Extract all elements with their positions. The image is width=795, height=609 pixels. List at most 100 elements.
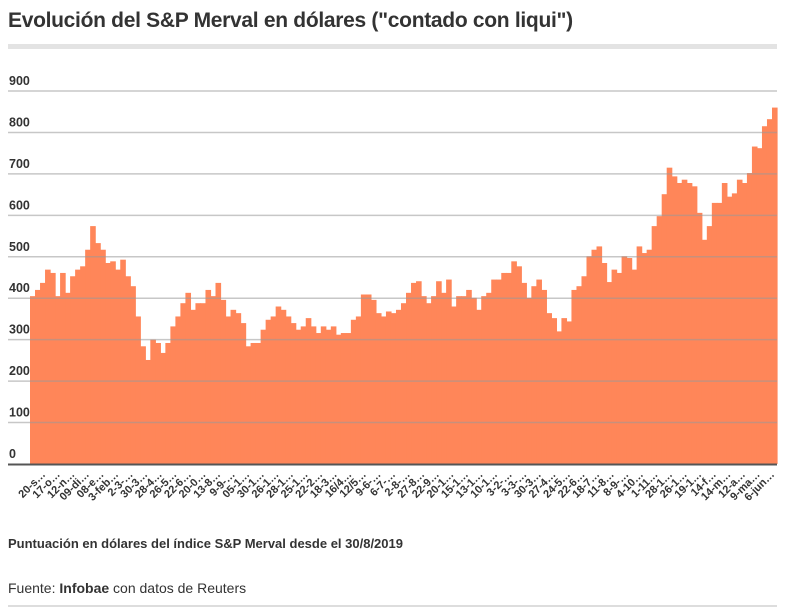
bar xyxy=(265,319,272,464)
source-prefix: Fuente: xyxy=(8,580,60,596)
bar xyxy=(205,289,212,464)
bar xyxy=(370,299,377,464)
bar xyxy=(310,326,317,464)
bar xyxy=(355,316,362,464)
bar xyxy=(275,306,282,464)
bar xyxy=(736,179,743,464)
bar xyxy=(411,282,417,464)
bar xyxy=(441,292,447,464)
bar xyxy=(591,249,598,464)
bar xyxy=(260,329,267,464)
bar xyxy=(210,296,217,464)
bar xyxy=(390,313,397,464)
bar xyxy=(536,279,542,464)
bar xyxy=(436,281,442,464)
bar xyxy=(556,331,563,464)
bar xyxy=(541,289,547,464)
bar xyxy=(165,342,171,464)
bar xyxy=(385,311,392,464)
bar xyxy=(50,272,56,464)
bar xyxy=(155,342,161,464)
bar xyxy=(496,279,502,464)
bar xyxy=(300,326,307,464)
bar xyxy=(170,326,176,464)
chart-title: Evolución del S&P Merval en dólares ("co… xyxy=(8,9,573,32)
bar xyxy=(200,303,207,464)
bar xyxy=(140,346,146,464)
bar xyxy=(35,289,41,464)
bar xyxy=(55,296,61,464)
bar xyxy=(726,196,733,464)
bar xyxy=(360,294,367,464)
bar xyxy=(400,303,407,464)
bar xyxy=(100,249,106,464)
bar xyxy=(481,296,487,464)
bar xyxy=(145,359,151,464)
bar xyxy=(746,173,753,464)
bar xyxy=(230,309,237,464)
bar xyxy=(285,316,292,464)
bar xyxy=(90,226,96,464)
bar xyxy=(771,107,778,464)
bar xyxy=(506,272,512,464)
bar xyxy=(255,342,262,464)
source-suffix: con datos de Reuters xyxy=(109,580,247,596)
bar xyxy=(330,326,337,464)
y-tick-label: 400 xyxy=(9,281,30,295)
chart-caption: Puntuación en dólares del índice S&P Mer… xyxy=(8,536,403,551)
bar xyxy=(626,258,633,464)
bar xyxy=(606,282,613,464)
bar xyxy=(225,316,232,464)
bar xyxy=(666,167,673,465)
bar xyxy=(195,303,202,464)
bar xyxy=(150,339,156,464)
y-tick-label: 900 xyxy=(9,74,30,88)
bar xyxy=(546,313,552,464)
bar xyxy=(120,259,126,464)
bar xyxy=(446,279,452,464)
bar xyxy=(115,269,121,464)
bar xyxy=(566,321,573,464)
bar xyxy=(235,313,242,464)
bar xyxy=(576,286,583,464)
y-tick-label: 300 xyxy=(9,323,30,337)
bar xyxy=(611,269,618,464)
bar xyxy=(671,176,678,464)
bar xyxy=(175,316,181,464)
bar xyxy=(651,226,658,464)
bar xyxy=(681,179,688,464)
gridlines-group xyxy=(8,90,777,466)
y-tick-label: 100 xyxy=(9,406,30,420)
bar xyxy=(190,309,197,464)
bar xyxy=(315,333,322,464)
y-tick-label: 500 xyxy=(9,240,30,254)
bar xyxy=(551,318,558,464)
bar xyxy=(571,289,578,464)
bar xyxy=(160,352,166,464)
bar xyxy=(270,316,277,464)
bar xyxy=(250,342,257,464)
bar xyxy=(461,296,467,464)
bar xyxy=(466,289,472,464)
bar xyxy=(305,318,312,464)
bar xyxy=(451,306,457,464)
bar xyxy=(220,299,227,464)
bar xyxy=(751,146,758,465)
bar xyxy=(516,266,522,464)
bar xyxy=(721,183,728,464)
bar xyxy=(696,212,703,464)
y-tick-label: 0 xyxy=(9,447,16,461)
bar xyxy=(65,292,71,464)
bar xyxy=(365,294,372,464)
source-note: Fuente: Infobae con datos de Reuters xyxy=(8,580,246,596)
x-axis-ticks: 20-s…17-o…12-n…09-di…08-e…3-feb…2-3-…30-… xyxy=(16,469,777,504)
bar xyxy=(45,269,51,464)
bar xyxy=(185,292,192,464)
source-brand: Infobae xyxy=(59,580,110,596)
bar xyxy=(240,323,247,464)
y-tick-label: 200 xyxy=(9,364,30,378)
bar xyxy=(586,256,593,464)
bar xyxy=(731,193,738,464)
bar xyxy=(80,266,86,464)
bar xyxy=(110,261,116,464)
